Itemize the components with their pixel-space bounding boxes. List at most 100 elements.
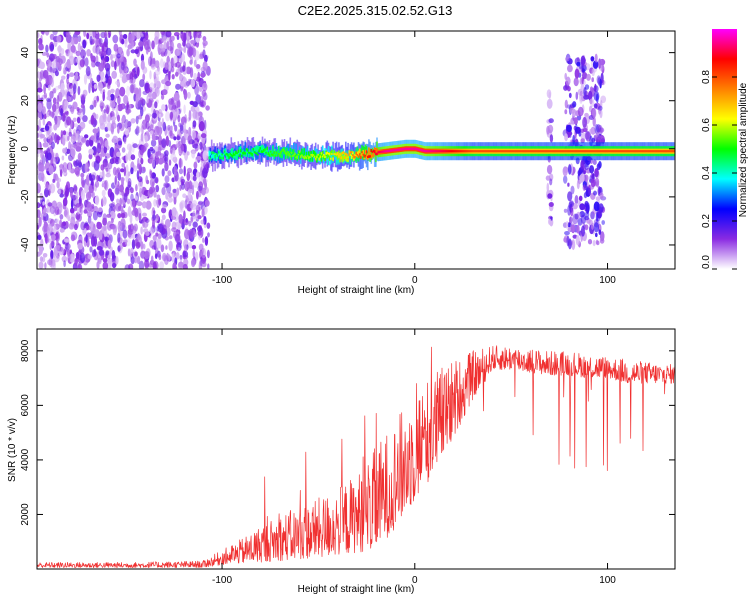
carrier-segment [646,150,649,153]
noise-blob [162,252,167,262]
noise-blob [125,164,129,175]
carrier-segment [534,150,537,153]
carrier-segment [250,152,252,157]
carrier-segment [356,154,359,157]
noise-blob [130,118,136,124]
colorbar-gradient [712,29,737,269]
noise-blob [119,184,124,193]
noise-blob [65,31,71,36]
noise-blob [102,258,108,263]
carrier-segment [664,150,666,153]
carrier-segment [305,151,308,160]
noise-blob [548,218,552,225]
carrier-segment [334,153,337,155]
noise-blob [173,165,178,176]
noise-blob [171,66,175,73]
carrier-segment [302,146,304,159]
carrier-segment [331,149,333,156]
noise-blob [53,224,57,235]
noise-blob [168,71,171,81]
noise-blob [85,139,90,147]
noise-blob [567,205,571,216]
noise-blob [88,185,95,194]
carrier-segment [311,154,314,162]
noise-blob [80,207,83,216]
carrier-segment [252,148,255,151]
noise-blob [67,216,71,222]
noise-blob [190,216,193,222]
noise-blob [138,41,144,47]
noise-blob [37,234,42,241]
noise-blob [39,45,44,50]
noise-blob [84,221,89,227]
snr-panel: -100 0 100 2000 4000 6000 8000 Height of stra… [7,328,676,595]
noise-blob [93,160,100,171]
carrier-segment [659,150,662,153]
noise-blob [68,161,72,173]
carrier-segment [416,148,419,151]
carrier-segment [291,149,294,155]
noise-blob [45,111,50,118]
noise-blob [98,249,105,256]
noise-blob [584,84,590,90]
noise-blob [40,97,44,103]
noise-blob [99,100,104,107]
noise-blob [106,122,113,131]
noise-blob [110,225,116,230]
noise-blob [81,137,87,143]
noise-blob [66,81,71,90]
noise-blob [163,151,166,158]
noise-blob [56,181,60,189]
carrier-segment [319,155,322,159]
carrier-segment [212,151,214,155]
noise-blob [85,234,88,243]
noise-blob [181,76,188,87]
noise-blob [202,237,205,243]
noise-blob [206,222,211,229]
noise-blob [127,177,132,188]
carrier-segment [597,150,599,153]
noise-blob [201,261,207,268]
noise-blob [122,34,128,39]
noise-blob [165,111,171,122]
noise-blob [185,195,189,203]
carrier-segment [619,150,621,153]
carrier-segment [549,150,552,153]
carrier-segment [615,150,618,153]
y-tick-label: -20 [20,189,31,204]
carrier-segment [256,145,258,153]
carrier-segment [622,150,625,153]
carrier-segment [431,150,434,153]
y-tick-label: 0 [20,146,31,152]
noise-blob [70,234,76,242]
noise-blob [140,60,145,71]
noise-blob [70,105,75,115]
carrier-segment [215,153,218,156]
noise-blob [206,155,209,164]
carrier-segment [474,150,477,153]
noise-blob [188,188,193,194]
noise-blob [150,149,156,154]
noise-blob [161,187,166,196]
carrier-segment [599,150,601,153]
carrier-segment [511,150,514,153]
carrier-segment [453,150,456,153]
carrier-segment [303,148,305,155]
carrier-segment [582,150,584,153]
carrier-segment [227,153,229,157]
noise-blob [130,154,136,161]
noise-blob [53,123,58,131]
noise-blob [144,114,150,123]
carrier-segment [302,155,304,158]
carrier-segment [574,150,576,153]
noise-blob [196,170,200,179]
noise-blob [50,250,54,260]
noise-blob [590,211,595,220]
noise-blob [593,103,598,109]
noise-blob [76,138,81,143]
carrier-segment [231,147,234,155]
carrier-segment [452,150,455,153]
noise-blob [96,95,99,102]
noise-blob [589,165,595,174]
carrier-segment [598,150,600,153]
